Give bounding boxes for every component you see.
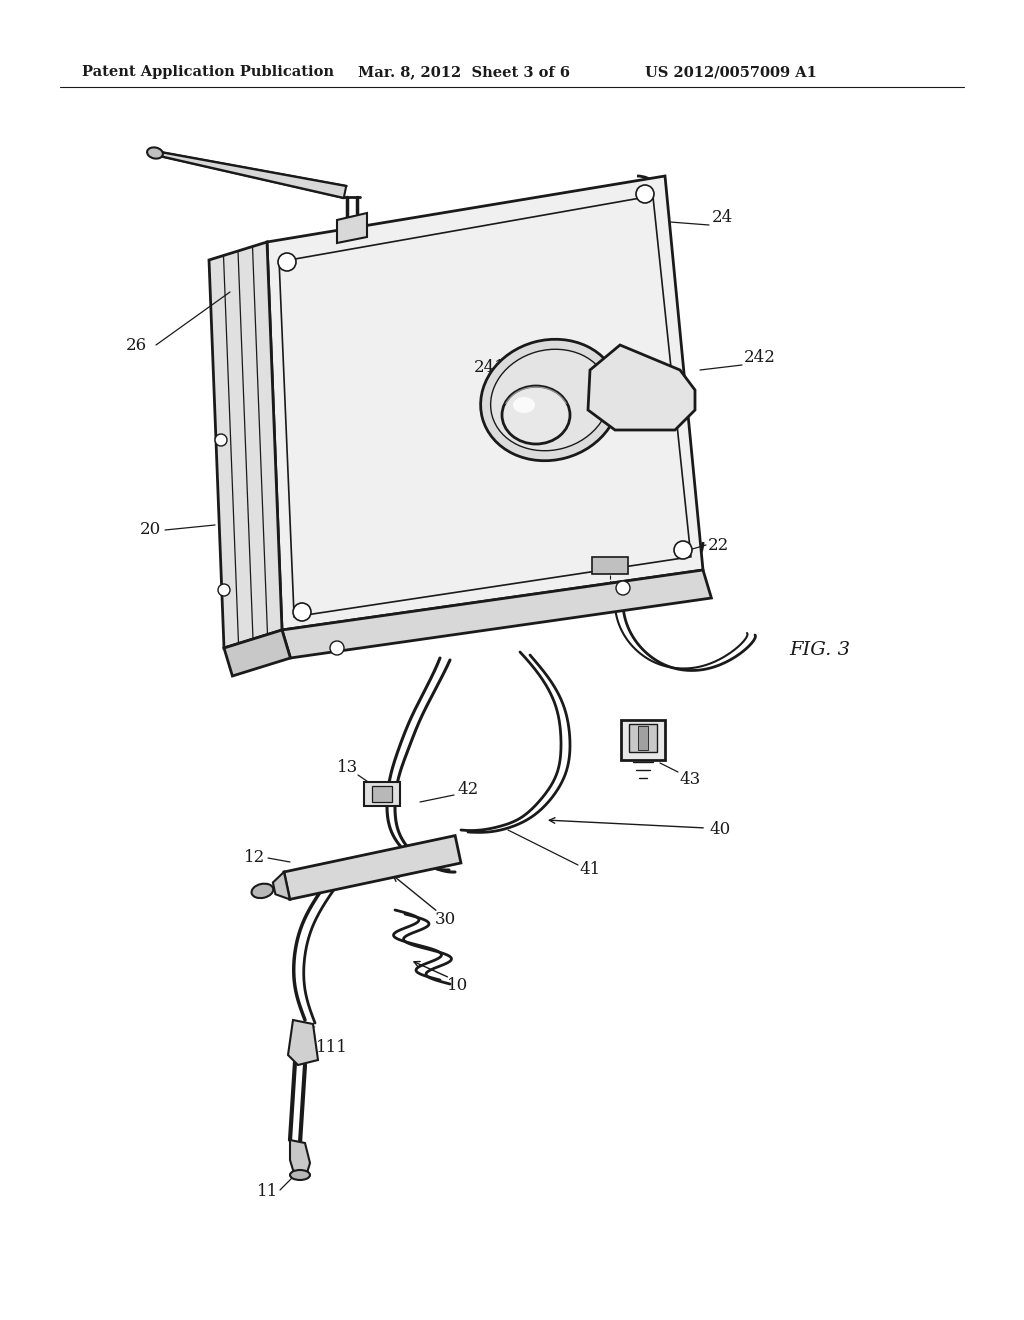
Text: Patent Application Publication: Patent Application Publication (82, 65, 334, 79)
Polygon shape (629, 723, 657, 752)
Text: 10: 10 (447, 977, 469, 994)
Polygon shape (224, 630, 291, 676)
Polygon shape (280, 195, 691, 616)
Ellipse shape (513, 397, 535, 413)
Text: 40: 40 (710, 821, 731, 838)
Polygon shape (267, 176, 703, 630)
Text: 20: 20 (139, 521, 161, 539)
Ellipse shape (490, 350, 609, 450)
Polygon shape (372, 785, 392, 803)
Polygon shape (155, 152, 346, 198)
Polygon shape (209, 242, 282, 648)
Polygon shape (364, 781, 400, 807)
Polygon shape (290, 1140, 310, 1175)
Circle shape (636, 185, 654, 203)
Ellipse shape (147, 148, 163, 158)
Text: 241: 241 (474, 359, 506, 376)
Text: 11: 11 (257, 1184, 279, 1200)
Text: 43: 43 (679, 771, 700, 788)
Circle shape (674, 541, 692, 558)
Polygon shape (272, 873, 290, 899)
Circle shape (218, 583, 230, 597)
Polygon shape (288, 1020, 318, 1065)
Text: 111: 111 (316, 1040, 348, 1056)
Polygon shape (588, 345, 695, 430)
Text: 26: 26 (125, 337, 146, 354)
Circle shape (330, 642, 344, 655)
Text: Mar. 8, 2012  Sheet 3 of 6: Mar. 8, 2012 Sheet 3 of 6 (358, 65, 570, 79)
Circle shape (616, 581, 630, 595)
Text: FIG. 3: FIG. 3 (790, 642, 851, 659)
Polygon shape (592, 557, 628, 574)
Ellipse shape (252, 883, 273, 898)
Text: 22: 22 (708, 536, 729, 553)
Circle shape (215, 434, 227, 446)
Polygon shape (621, 719, 665, 760)
Text: 41: 41 (580, 862, 601, 879)
Ellipse shape (290, 1170, 310, 1180)
Ellipse shape (480, 339, 620, 461)
Ellipse shape (502, 385, 570, 444)
Circle shape (293, 603, 311, 620)
Text: US 2012/0057009 A1: US 2012/0057009 A1 (645, 65, 817, 79)
Text: 42: 42 (458, 781, 478, 799)
Polygon shape (337, 213, 367, 243)
Polygon shape (284, 836, 461, 899)
Text: 12: 12 (245, 850, 265, 866)
Polygon shape (282, 570, 712, 657)
Text: 242: 242 (744, 350, 776, 367)
Text: 24: 24 (712, 210, 732, 227)
Text: 13: 13 (337, 759, 358, 776)
Text: 30: 30 (434, 912, 456, 928)
Polygon shape (638, 726, 648, 750)
Circle shape (278, 253, 296, 271)
